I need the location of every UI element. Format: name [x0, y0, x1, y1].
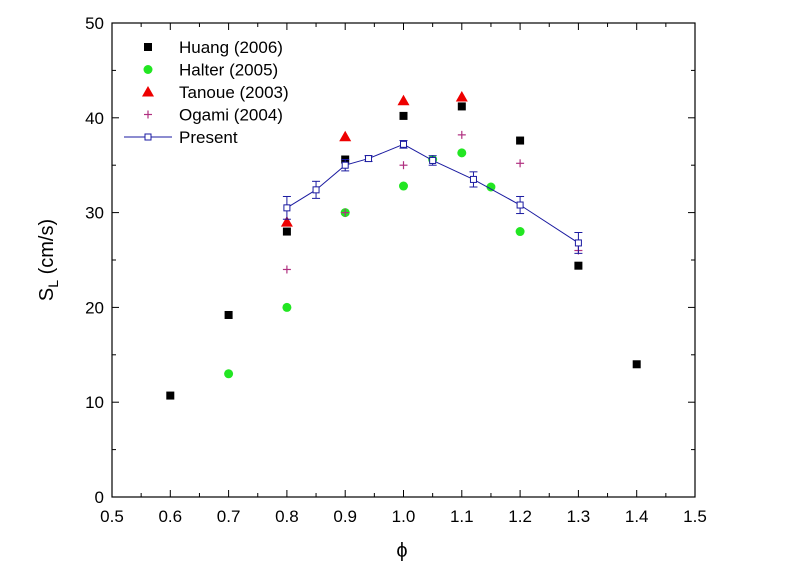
series-tanoue-2003: [280, 90, 468, 227]
series-present: [282, 140, 583, 254]
data-point: [399, 111, 408, 120]
data-point: [457, 130, 466, 139]
legend: Huang (2006) Halter (2005) Tanoue (2003) Og…: [124, 38, 289, 147]
y-tick-label: 20: [85, 298, 104, 317]
data-point: [574, 261, 583, 270]
x-tick-label: 0.5: [100, 507, 124, 526]
data-point: [312, 186, 320, 194]
series-layer: [166, 90, 641, 400]
axis-ticks: [111, 22, 696, 498]
x-tick-label: 1.1: [450, 507, 474, 526]
data-point: [282, 265, 291, 274]
x-tick-label: 1.5: [683, 507, 707, 526]
legend-marker: [144, 133, 152, 141]
y-tick-label: 30: [85, 204, 104, 223]
x-tick-label: 0.9: [333, 507, 357, 526]
data-point: [399, 161, 408, 170]
legend-marker: [144, 110, 152, 119]
legend-item: Tanoue (2003): [142, 83, 289, 102]
y-tick-label: 10: [85, 393, 104, 412]
x-axis-label: ϕ: [396, 540, 407, 562]
legend-label: Ogami (2004): [179, 106, 283, 125]
data-point: [341, 208, 350, 217]
y-tick-label: 0: [95, 488, 104, 507]
y-tick-label: 40: [85, 109, 104, 128]
legend-marker: [143, 65, 153, 74]
data-point: [224, 310, 233, 319]
legend-label: Present: [179, 128, 238, 147]
x-tick-label: 0.6: [158, 507, 182, 526]
x-tick-label: 1.2: [508, 507, 532, 526]
x-tick-label: 0.8: [275, 507, 299, 526]
data-point: [166, 391, 175, 400]
data-point: [339, 130, 352, 142]
plot-frame: [111, 22, 696, 498]
legend-marker: [144, 43, 152, 51]
data-point: [429, 156, 437, 164]
data-point: [400, 140, 407, 148]
data-point: [469, 175, 477, 183]
legend-label: Halter (2005): [179, 61, 278, 80]
legend-label: Huang (2006): [179, 38, 283, 57]
data-point: [280, 216, 293, 227]
x-tick-label: 1.3: [567, 507, 591, 526]
series-halter-2005: [224, 148, 525, 379]
x-tick-label: 1.4: [625, 507, 649, 526]
y-axis-label: SL (cm/s): [36, 219, 61, 301]
data-point: [516, 201, 524, 209]
data-point: [457, 102, 466, 111]
series-ogami-2004: [282, 130, 583, 274]
data-point: [341, 161, 349, 169]
data-point: [632, 360, 641, 369]
data-point: [224, 369, 234, 379]
legend-label: Tanoue (2003): [179, 83, 289, 102]
y-tick-label: 50: [85, 14, 104, 33]
data-point: [515, 227, 525, 237]
y-axis-label-main: S: [36, 288, 58, 301]
data-point: [283, 204, 291, 212]
data-point: [516, 159, 525, 168]
y-axis-label-subscript: L: [45, 280, 61, 288]
data-point: [397, 94, 410, 106]
data-point: [455, 90, 468, 102]
x-tick-labels: 0.5 0.6 0.7 0.8 0.9 1.0 1.1 1.2 1.3 1.4 1.5: [100, 507, 707, 526]
legend-item: Ogami (2004): [144, 106, 283, 125]
data-point: [399, 181, 408, 191]
legend-marker: [142, 86, 154, 97]
data-point: [516, 136, 525, 145]
data-point: [282, 302, 292, 312]
data-point: [574, 239, 582, 247]
x-tick-label: 0.7: [217, 507, 241, 526]
x-tick-label: 1.0: [392, 507, 416, 526]
data-point: [282, 227, 291, 236]
legend-item: Halter (2005): [143, 61, 278, 80]
y-tick-labels: 0 10 20 30 40 50: [85, 14, 104, 507]
y-axis-label-units: (cm/s): [36, 219, 58, 280]
data-point: [457, 148, 467, 158]
data-point: [365, 155, 373, 163]
data-point: [486, 182, 496, 192]
legend-item: Present: [124, 128, 238, 147]
legend-item: Huang (2006): [144, 38, 283, 57]
